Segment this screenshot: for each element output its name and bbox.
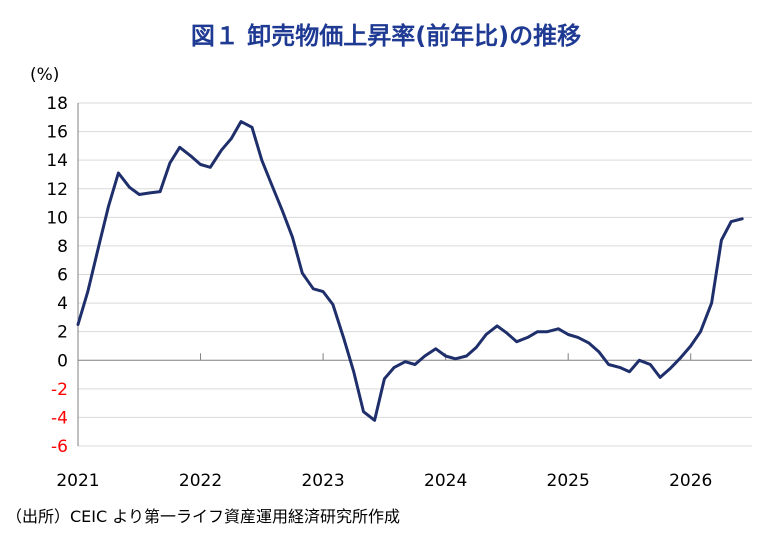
gridlines bbox=[78, 102, 752, 447]
y-tick-labels: 18 16 14 12 10 8 6 4 2 0 -2 -4 -6 bbox=[46, 94, 68, 457]
y-tick-label: 8 bbox=[57, 237, 68, 257]
y-tick-label: 6 bbox=[57, 266, 68, 286]
chart-title: 図１ 卸売物価上昇率(前年比)の推移 bbox=[191, 22, 581, 50]
data-point bbox=[86, 290, 90, 293]
data-point bbox=[679, 356, 683, 359]
data-point bbox=[291, 236, 294, 239]
y-tick-label: 12 bbox=[46, 180, 68, 200]
data-point bbox=[352, 370, 355, 373]
data-point bbox=[741, 217, 744, 220]
data-point bbox=[710, 301, 713, 305]
data-point bbox=[536, 330, 539, 333]
data-point bbox=[250, 126, 254, 129]
y-tick-label: 2 bbox=[57, 323, 68, 343]
data-point bbox=[689, 344, 692, 348]
y-tick-label: 16 bbox=[46, 123, 68, 143]
y-tick-label: 18 bbox=[46, 94, 68, 114]
y-tick-label: 4 bbox=[57, 294, 68, 314]
data-point bbox=[475, 346, 478, 349]
data-point bbox=[158, 190, 162, 193]
data-point bbox=[484, 333, 488, 336]
data-point bbox=[220, 149, 223, 152]
y-tick-label: 0 bbox=[57, 351, 68, 371]
data-point bbox=[618, 366, 621, 369]
data-point bbox=[505, 331, 509, 335]
data-point bbox=[239, 120, 243, 123]
data-point bbox=[178, 146, 181, 149]
data-point bbox=[720, 239, 723, 242]
data-point bbox=[168, 161, 172, 165]
data-point bbox=[230, 137, 233, 140]
data-point bbox=[199, 163, 202, 166]
x-tick-label: 2022 bbox=[179, 471, 222, 491]
data-point bbox=[576, 336, 580, 339]
x-tick-label: 2025 bbox=[547, 471, 590, 491]
data-point bbox=[270, 183, 273, 186]
x-tick-label: 2023 bbox=[301, 471, 344, 491]
data-point bbox=[557, 327, 560, 330]
data-point bbox=[312, 287, 315, 290]
data-point bbox=[465, 354, 468, 358]
data-point bbox=[281, 210, 284, 213]
data-point bbox=[147, 191, 151, 195]
data-point bbox=[413, 363, 417, 366]
data-point bbox=[321, 290, 325, 293]
data-point bbox=[189, 154, 192, 158]
data-point bbox=[628, 370, 631, 373]
data-point bbox=[607, 363, 610, 366]
series-line-0 bbox=[76, 120, 744, 422]
x-tick-label: 2024 bbox=[424, 471, 467, 491]
x-tick-label: 2026 bbox=[669, 471, 712, 491]
x-tick-labels: 2021 2022 2023 2024 2025 2026 bbox=[56, 471, 712, 491]
data-point bbox=[301, 271, 304, 275]
y-tick-label: 10 bbox=[46, 208, 68, 228]
data-point bbox=[730, 220, 733, 223]
data-point bbox=[454, 357, 457, 360]
data-point bbox=[495, 324, 499, 328]
data-point bbox=[699, 330, 702, 333]
data-point bbox=[138, 193, 141, 196]
data-point bbox=[434, 347, 437, 350]
data-point bbox=[260, 159, 263, 162]
data-point bbox=[404, 360, 407, 363]
source-note: （出所）CEIC より第一ライフ資産運用経済研究所作成 bbox=[6, 507, 400, 526]
y-tick-label: -6 bbox=[51, 437, 68, 457]
data-point bbox=[342, 337, 346, 340]
data-point bbox=[658, 376, 662, 379]
data-point bbox=[546, 330, 549, 333]
data-point bbox=[668, 367, 672, 370]
data-point bbox=[209, 166, 212, 169]
y-tick-label: 14 bbox=[46, 151, 68, 171]
y-tick-label: -2 bbox=[51, 380, 68, 400]
data-point bbox=[373, 419, 376, 422]
data-point bbox=[444, 354, 447, 358]
series-lines bbox=[76, 120, 744, 422]
data-point bbox=[331, 303, 335, 306]
data-point bbox=[587, 341, 591, 345]
data-point bbox=[117, 171, 120, 175]
data-point bbox=[638, 359, 641, 362]
data-point bbox=[649, 363, 652, 366]
data-point bbox=[383, 377, 386, 380]
data-point bbox=[567, 333, 570, 336]
data-point bbox=[97, 244, 101, 248]
data-point bbox=[76, 323, 80, 326]
data-point bbox=[597, 350, 600, 353]
data-point bbox=[107, 204, 110, 208]
data-point bbox=[515, 340, 518, 343]
data-point bbox=[128, 186, 131, 189]
y-unit-label: (%) bbox=[30, 65, 59, 85]
x-tick-label: 2021 bbox=[56, 471, 99, 491]
data-point bbox=[526, 336, 529, 339]
data-point bbox=[393, 366, 396, 369]
data-point bbox=[362, 410, 365, 413]
y-tick-label: -4 bbox=[51, 408, 68, 428]
data-point bbox=[423, 354, 426, 358]
